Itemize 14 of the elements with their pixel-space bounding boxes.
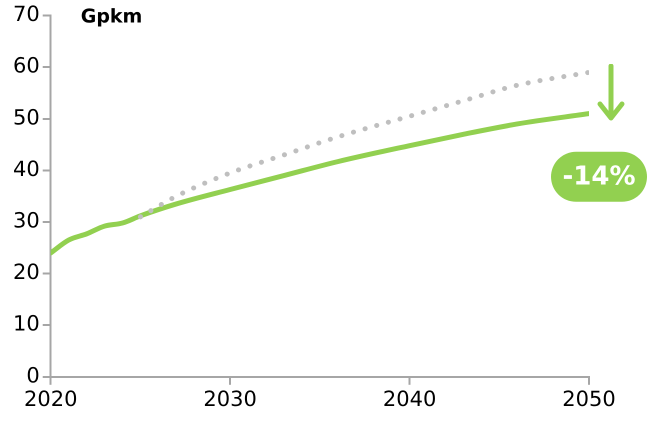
y-tick-label: 50 [12,105,40,130]
annotation: -14% [562,162,636,192]
x-tick-label: 2020 [24,386,78,411]
x-tick-label: 2030 [203,386,257,411]
x-tick-label: 2050 [562,386,616,411]
y-tick-label: 70 [12,2,40,26]
y-tick-label: 30 [12,208,40,232]
y-tick-label: 20 [12,260,40,284]
y-tick-label: 40 [12,156,40,181]
y-axis-title: Gpkm [80,5,142,28]
y-tick-label: 10 [12,312,40,336]
y-tick-label: 0 [26,363,40,388]
y-tick-label: 60 [12,54,40,78]
x-tick-label: 2040 [382,386,436,411]
